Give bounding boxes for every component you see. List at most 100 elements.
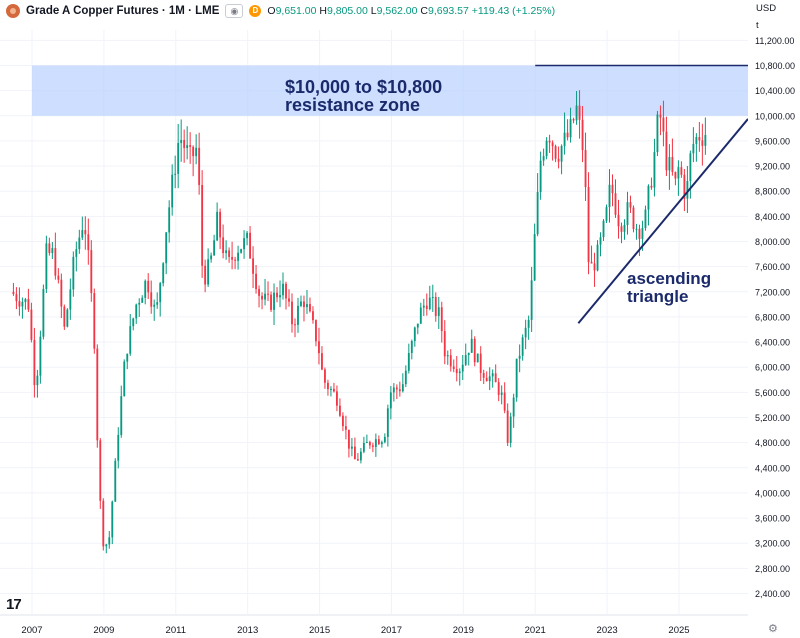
- candle-body: [234, 259, 237, 261]
- candle-body: [153, 304, 156, 307]
- y-tick-label: 7,200.00: [755, 287, 790, 297]
- y-tick-label: 4,000.00: [755, 488, 790, 498]
- x-tick-label: 2023: [597, 625, 618, 636]
- candle-body: [539, 160, 542, 193]
- candle-body: [554, 146, 557, 159]
- candle-body: [300, 301, 302, 306]
- candle-body: [608, 184, 611, 208]
- candle-body: [246, 232, 248, 239]
- candle-body: [404, 370, 407, 385]
- candle-body: [132, 318, 135, 327]
- candle-body: [680, 167, 683, 175]
- candle-body: [398, 389, 401, 392]
- candle-body: [228, 250, 231, 257]
- currency-label[interactable]: USD: [756, 3, 777, 14]
- candle-body: [171, 174, 174, 208]
- candle-body: [96, 348, 99, 441]
- candle-body: [347, 429, 350, 449]
- price-axis: 11,200.00 10,800.00 10,400.00 10,000.00 9,60…: [748, 0, 800, 638]
- candle-body: [72, 256, 75, 290]
- resistance-zone-band: [32, 65, 748, 116]
- candle-body: [318, 341, 320, 354]
- candle-body: [671, 157, 674, 173]
- candle-body: [252, 258, 254, 274]
- candle-body: [515, 358, 518, 398]
- y-tick-label: 3,600.00: [755, 514, 790, 524]
- candle-body: [54, 248, 57, 276]
- candle-body: [42, 288, 45, 337]
- candle-body: [186, 145, 189, 149]
- time-axis: 2007 2009 2011 2013 2015 2017 2019 2021 2023 2025: [21, 625, 689, 636]
- candle-body: [66, 309, 69, 327]
- y-tick-label: 2,800.00: [755, 564, 790, 574]
- candle-body: [108, 537, 111, 545]
- candle-body: [467, 352, 470, 356]
- candle-body: [524, 327, 527, 338]
- candle-body: [261, 295, 263, 300]
- candle-body: [653, 152, 656, 188]
- candle-body: [144, 280, 147, 298]
- candle-body: [563, 132, 566, 147]
- candle-body: [428, 297, 431, 310]
- candle-body: [306, 304, 308, 308]
- candle-body: [644, 209, 647, 229]
- candle-body: [249, 232, 251, 259]
- candle-body: [422, 305, 425, 308]
- candle-body: [623, 224, 626, 232]
- y-tick-label: 4,400.00: [755, 463, 790, 473]
- candle-body: [210, 255, 213, 260]
- y-tick-label: 6,000.00: [755, 363, 790, 373]
- candle-body: [159, 283, 162, 303]
- candle-body: [419, 307, 422, 324]
- candle-body: [641, 228, 644, 239]
- candle-body: [162, 263, 165, 284]
- candle-body: [434, 296, 437, 316]
- candle-body: [503, 392, 506, 411]
- candle-body: [509, 416, 512, 443]
- candle-body: [497, 382, 500, 395]
- candle-body: [315, 320, 317, 342]
- candle-body: [273, 292, 275, 310]
- x-tick-label: 2009: [93, 625, 114, 636]
- candle-body: [560, 146, 563, 162]
- y-tick-label: 5,200.00: [755, 413, 790, 423]
- candle-body: [488, 376, 491, 382]
- candle-body: [494, 373, 497, 383]
- candle-body: [368, 441, 371, 446]
- candle-body: [330, 388, 332, 390]
- x-tick-label: 2015: [309, 625, 330, 636]
- price-axis-bg: [748, 0, 800, 638]
- candle-body: [635, 228, 638, 230]
- y-tick-label: 5,600.00: [755, 388, 790, 398]
- symbol-title[interactable]: Grade A Copper Futures · 1M · LME: [26, 5, 220, 17]
- candle-body: [437, 307, 440, 316]
- candle-body: [303, 301, 305, 308]
- gear-icon[interactable]: ⚙: [768, 623, 778, 635]
- x-tick-label: 2021: [525, 625, 546, 636]
- candle-body: [371, 445, 374, 447]
- candle-body: [324, 369, 326, 383]
- eye-icon[interactable]: ◉: [225, 4, 244, 18]
- x-tick-label: 2007: [21, 625, 42, 636]
- candle-body: [383, 436, 386, 443]
- candle-body: [207, 259, 210, 285]
- candle-body: [695, 137, 698, 144]
- candle-body: [180, 139, 183, 144]
- ohlc-readout: O9,651.00 H9,805.00 L9,562.00 C9,693.57 …: [267, 5, 556, 17]
- candle-body: [344, 426, 347, 430]
- candle-body: [213, 240, 216, 256]
- candle-body: [674, 172, 677, 179]
- candle-body: [392, 387, 395, 393]
- candle-body: [596, 244, 599, 271]
- candle-body: [551, 142, 554, 147]
- candle-body: [452, 366, 455, 370]
- candle-body: [389, 392, 392, 409]
- candle-body: [27, 299, 30, 310]
- candle-body: [219, 211, 222, 238]
- candle-body: [57, 275, 60, 280]
- candle-body: [285, 283, 287, 299]
- candle-body: [147, 280, 150, 293]
- candle-body: [87, 234, 90, 251]
- candle-body: [168, 207, 171, 233]
